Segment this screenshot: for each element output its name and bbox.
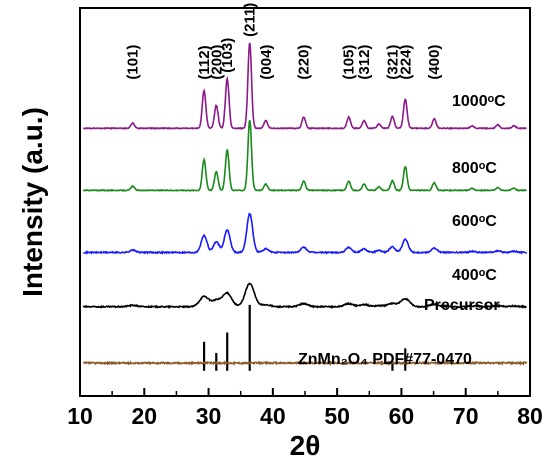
x-tick-label: 20 (131, 403, 157, 429)
hkl-label: (200) (208, 45, 225, 80)
reference-pattern (202, 304, 407, 371)
x-tick-label: 40 (260, 403, 286, 429)
peak-labels: (101) (112)(200)(103) (211) (004) (220) (105)… (125, 3, 444, 80)
series-label: 800ᵒC (452, 160, 497, 177)
x-tick-label: 80 (517, 403, 543, 429)
hkl-label: (312) (356, 45, 373, 80)
hkl-label: (211) (242, 3, 259, 37)
series-line-3 (82, 120, 527, 193)
hkl-label: (220) (296, 45, 313, 80)
series-line-1 (82, 282, 527, 310)
series-label: 1000ᵒC (452, 93, 506, 110)
x-axis-ticks: 10 20 30 40 50 60 70 80 (67, 388, 543, 429)
hkl-label: (400) (426, 45, 443, 80)
x-tick-label: 10 (67, 403, 93, 429)
y-axis-title: Intensity (a.u.) (17, 107, 48, 297)
x-tick-label: 30 (196, 403, 222, 429)
x-tick-label: 50 (324, 403, 350, 429)
series-label: 600ᵒC (452, 213, 497, 230)
hkl-label: (224) (397, 45, 414, 80)
hkl-label: (321) (384, 45, 401, 80)
x-tick-label: 60 (389, 403, 415, 429)
hkl-label: (101) (125, 45, 142, 80)
series-label: Precursor (424, 297, 500, 314)
series-curves (82, 42, 528, 367)
series-line-4 (83, 42, 527, 131)
x-tick-label: 70 (453, 403, 479, 429)
hkl-label: (105) (341, 45, 358, 80)
reference-label: ZnMn₂O₄ PDF#77-0470 (298, 351, 472, 368)
series-label: 400ᵒC (452, 267, 497, 284)
series-line-2 (83, 212, 528, 255)
series-line-0 (83, 360, 528, 367)
series-labels: 1000ᵒC 800ᵒC 600ᵒC 400ᵒC Precursor (424, 93, 506, 314)
hkl-label: (112) (196, 45, 213, 79)
hkl-label: (004) (258, 45, 275, 80)
x-axis-title: 2θ (290, 430, 321, 461)
hkl-label: (103) (219, 38, 236, 73)
